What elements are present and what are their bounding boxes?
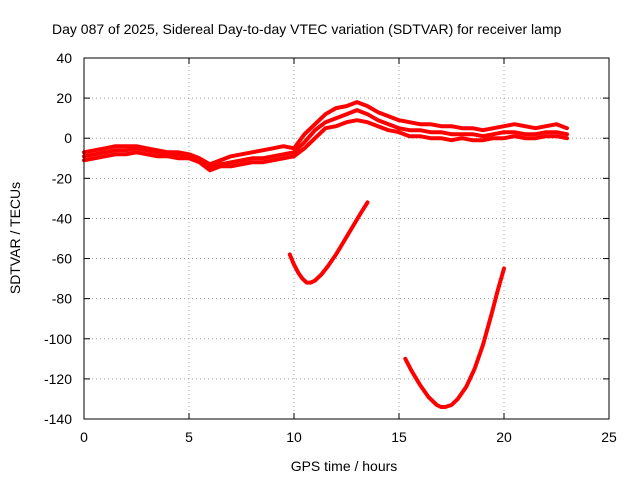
y-tick-label: 0 bbox=[64, 130, 72, 146]
x-tick-label: 20 bbox=[496, 429, 512, 445]
y-tick-label: -120 bbox=[44, 371, 72, 387]
y-tick-label: -40 bbox=[52, 210, 72, 226]
y-tick-label: 40 bbox=[56, 50, 72, 66]
x-tick-label: 10 bbox=[286, 429, 302, 445]
y-axis: -140 -120 -100 -80 -60 -40 -20 0 20 40 bbox=[44, 50, 609, 427]
y-tick-label: -140 bbox=[44, 411, 72, 427]
x-tick-label: 15 bbox=[391, 429, 407, 445]
y-tick-label: -100 bbox=[44, 331, 72, 347]
x-tick-label: 5 bbox=[185, 429, 193, 445]
series-arc-1 bbox=[287, 200, 370, 285]
data-series bbox=[82, 100, 569, 409]
y-axis-label: SDTVAR / TECUs bbox=[7, 182, 23, 294]
x-axis-label: GPS time / hours bbox=[291, 458, 398, 474]
series-band-c bbox=[82, 118, 569, 173]
x-axis: 0 5 10 15 20 25 bbox=[80, 58, 617, 445]
series-band-b bbox=[82, 100, 569, 167]
y-tick-label: -60 bbox=[52, 251, 72, 267]
y-tick-label: -20 bbox=[52, 170, 72, 186]
x-tick-label: 25 bbox=[601, 429, 617, 445]
x-tick-label: 0 bbox=[80, 429, 88, 445]
y-tick-label: -80 bbox=[52, 291, 72, 307]
y-tick-label: 20 bbox=[56, 90, 72, 106]
series-arc-2 bbox=[403, 266, 506, 409]
chart-title: Day 087 of 2025, Sidereal Day-to-day VTE… bbox=[52, 21, 562, 37]
plot-frame bbox=[83, 57, 610, 420]
